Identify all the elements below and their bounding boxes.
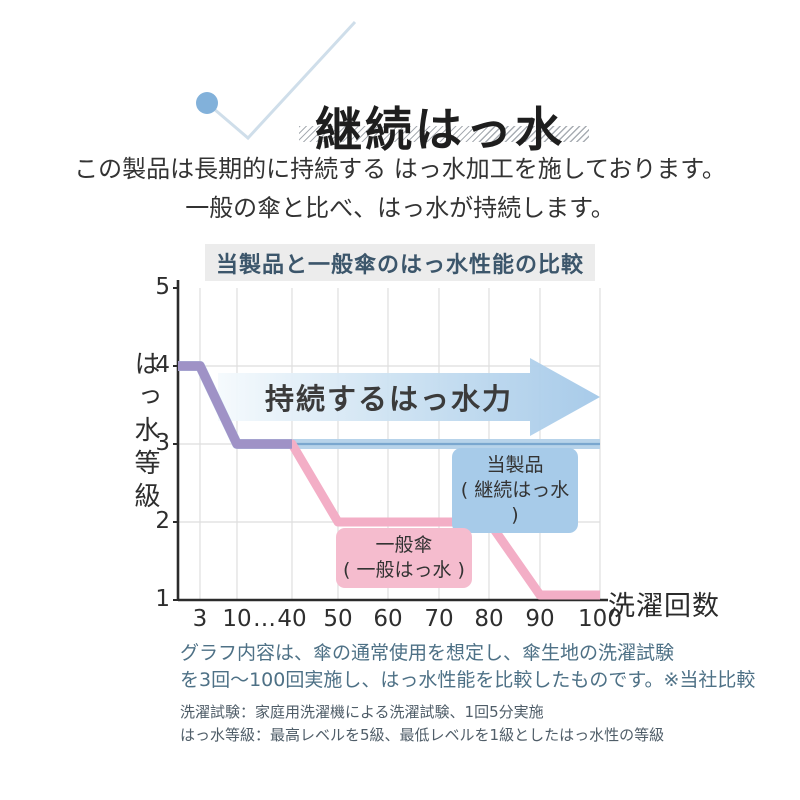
checkmark-decoration <box>196 20 357 141</box>
fine-print-line-2: はっ水等級：最高レベルを5級、最低レベルを1級としたはっ水性の等級 <box>180 726 665 745</box>
y-tick-label: 1 <box>155 586 170 612</box>
graph-note-line-1: グラフ内容は、傘の通常使用を想定し、傘生地の洗濯試験 <box>180 642 675 664</box>
chart-title: 当製品と一般傘のはっ水性能の比較 <box>205 244 595 281</box>
x-axis-title: 洗濯回数 <box>608 591 720 622</box>
x-tick-label: 60 <box>373 606 403 632</box>
legend-product-name: 当製品 <box>486 454 544 476</box>
fine-print-line-1: 洗濯試験：家庭用洗濯機による洗濯試験、1回5分実施 <box>180 703 544 721</box>
graph-note-line-2: を3回〜100回実施し、はっ水性能を比較したものです。※当社比較 <box>180 668 756 691</box>
chart-canvas <box>173 280 608 602</box>
checkmark-line-icon <box>206 20 357 141</box>
x-tick-label: 40 <box>277 606 307 632</box>
intro-line-1: この製品は長期的に持続する はっ水加工を施しております。 <box>74 155 726 183</box>
legend-general-sub: ( 一般はっ水 ) <box>343 559 465 582</box>
series-overlap <box>178 361 292 449</box>
x-tick-label: 100 <box>578 606 622 632</box>
title-hatch-shadow <box>299 126 589 142</box>
graph-note: グラフ内容は、傘の通常使用を想定し、傘生地の洗濯試験 を3回〜100回実施し、は… <box>180 640 755 694</box>
y-tick-label: 5 <box>155 274 170 300</box>
legend-product-badge: 当製品 ( 継続はっ水 ) <box>452 448 578 534</box>
page-title: 継続はっ水 <box>315 103 565 159</box>
x-tick-label: 10 <box>222 606 252 632</box>
x-tick-label: 70 <box>424 606 454 632</box>
intro-paragraph: この製品は長期的に持続する はっ水加工を施しております。 一般の傘と比べ、はっ水… <box>0 150 800 228</box>
persist-arrow-icon <box>218 358 600 436</box>
y-tick-label: 4 <box>155 352 170 378</box>
x-tick-label: 50 <box>323 606 353 632</box>
legend-general-badge: 一般傘 ( 一般はっ水 ) <box>336 528 472 589</box>
arrow-annotation-label: 持続するはっ水力 <box>264 382 513 416</box>
y-axis-title: はっ水等級 <box>130 350 160 515</box>
y-tick-label: 3 <box>155 430 170 456</box>
dot-icon <box>196 92 218 114</box>
x-tick-label: 3 <box>192 606 208 632</box>
fine-print: 洗濯試験：家庭用洗濯機による洗濯試験、1回5分実施 はっ水等級：最高レベルを5級… <box>180 701 664 748</box>
intro-line-2: 一般の傘と比べ、はっ水が持続します。 <box>185 193 615 222</box>
comparison-chart: はっ水等級 洗濯回数 持続するはっ水力 当製品 ( 継続はっ水 ) 一般傘 ( … <box>130 240 800 660</box>
x-tick-label: … <box>253 606 276 632</box>
legend-product-sub: ( 継続はっ水 ) <box>460 479 570 527</box>
x-tick-label: 80 <box>474 606 504 632</box>
legend-general-name: 一般傘 <box>375 534 433 556</box>
x-tick-label: 90 <box>525 606 555 632</box>
y-tick-label: 2 <box>155 508 170 534</box>
